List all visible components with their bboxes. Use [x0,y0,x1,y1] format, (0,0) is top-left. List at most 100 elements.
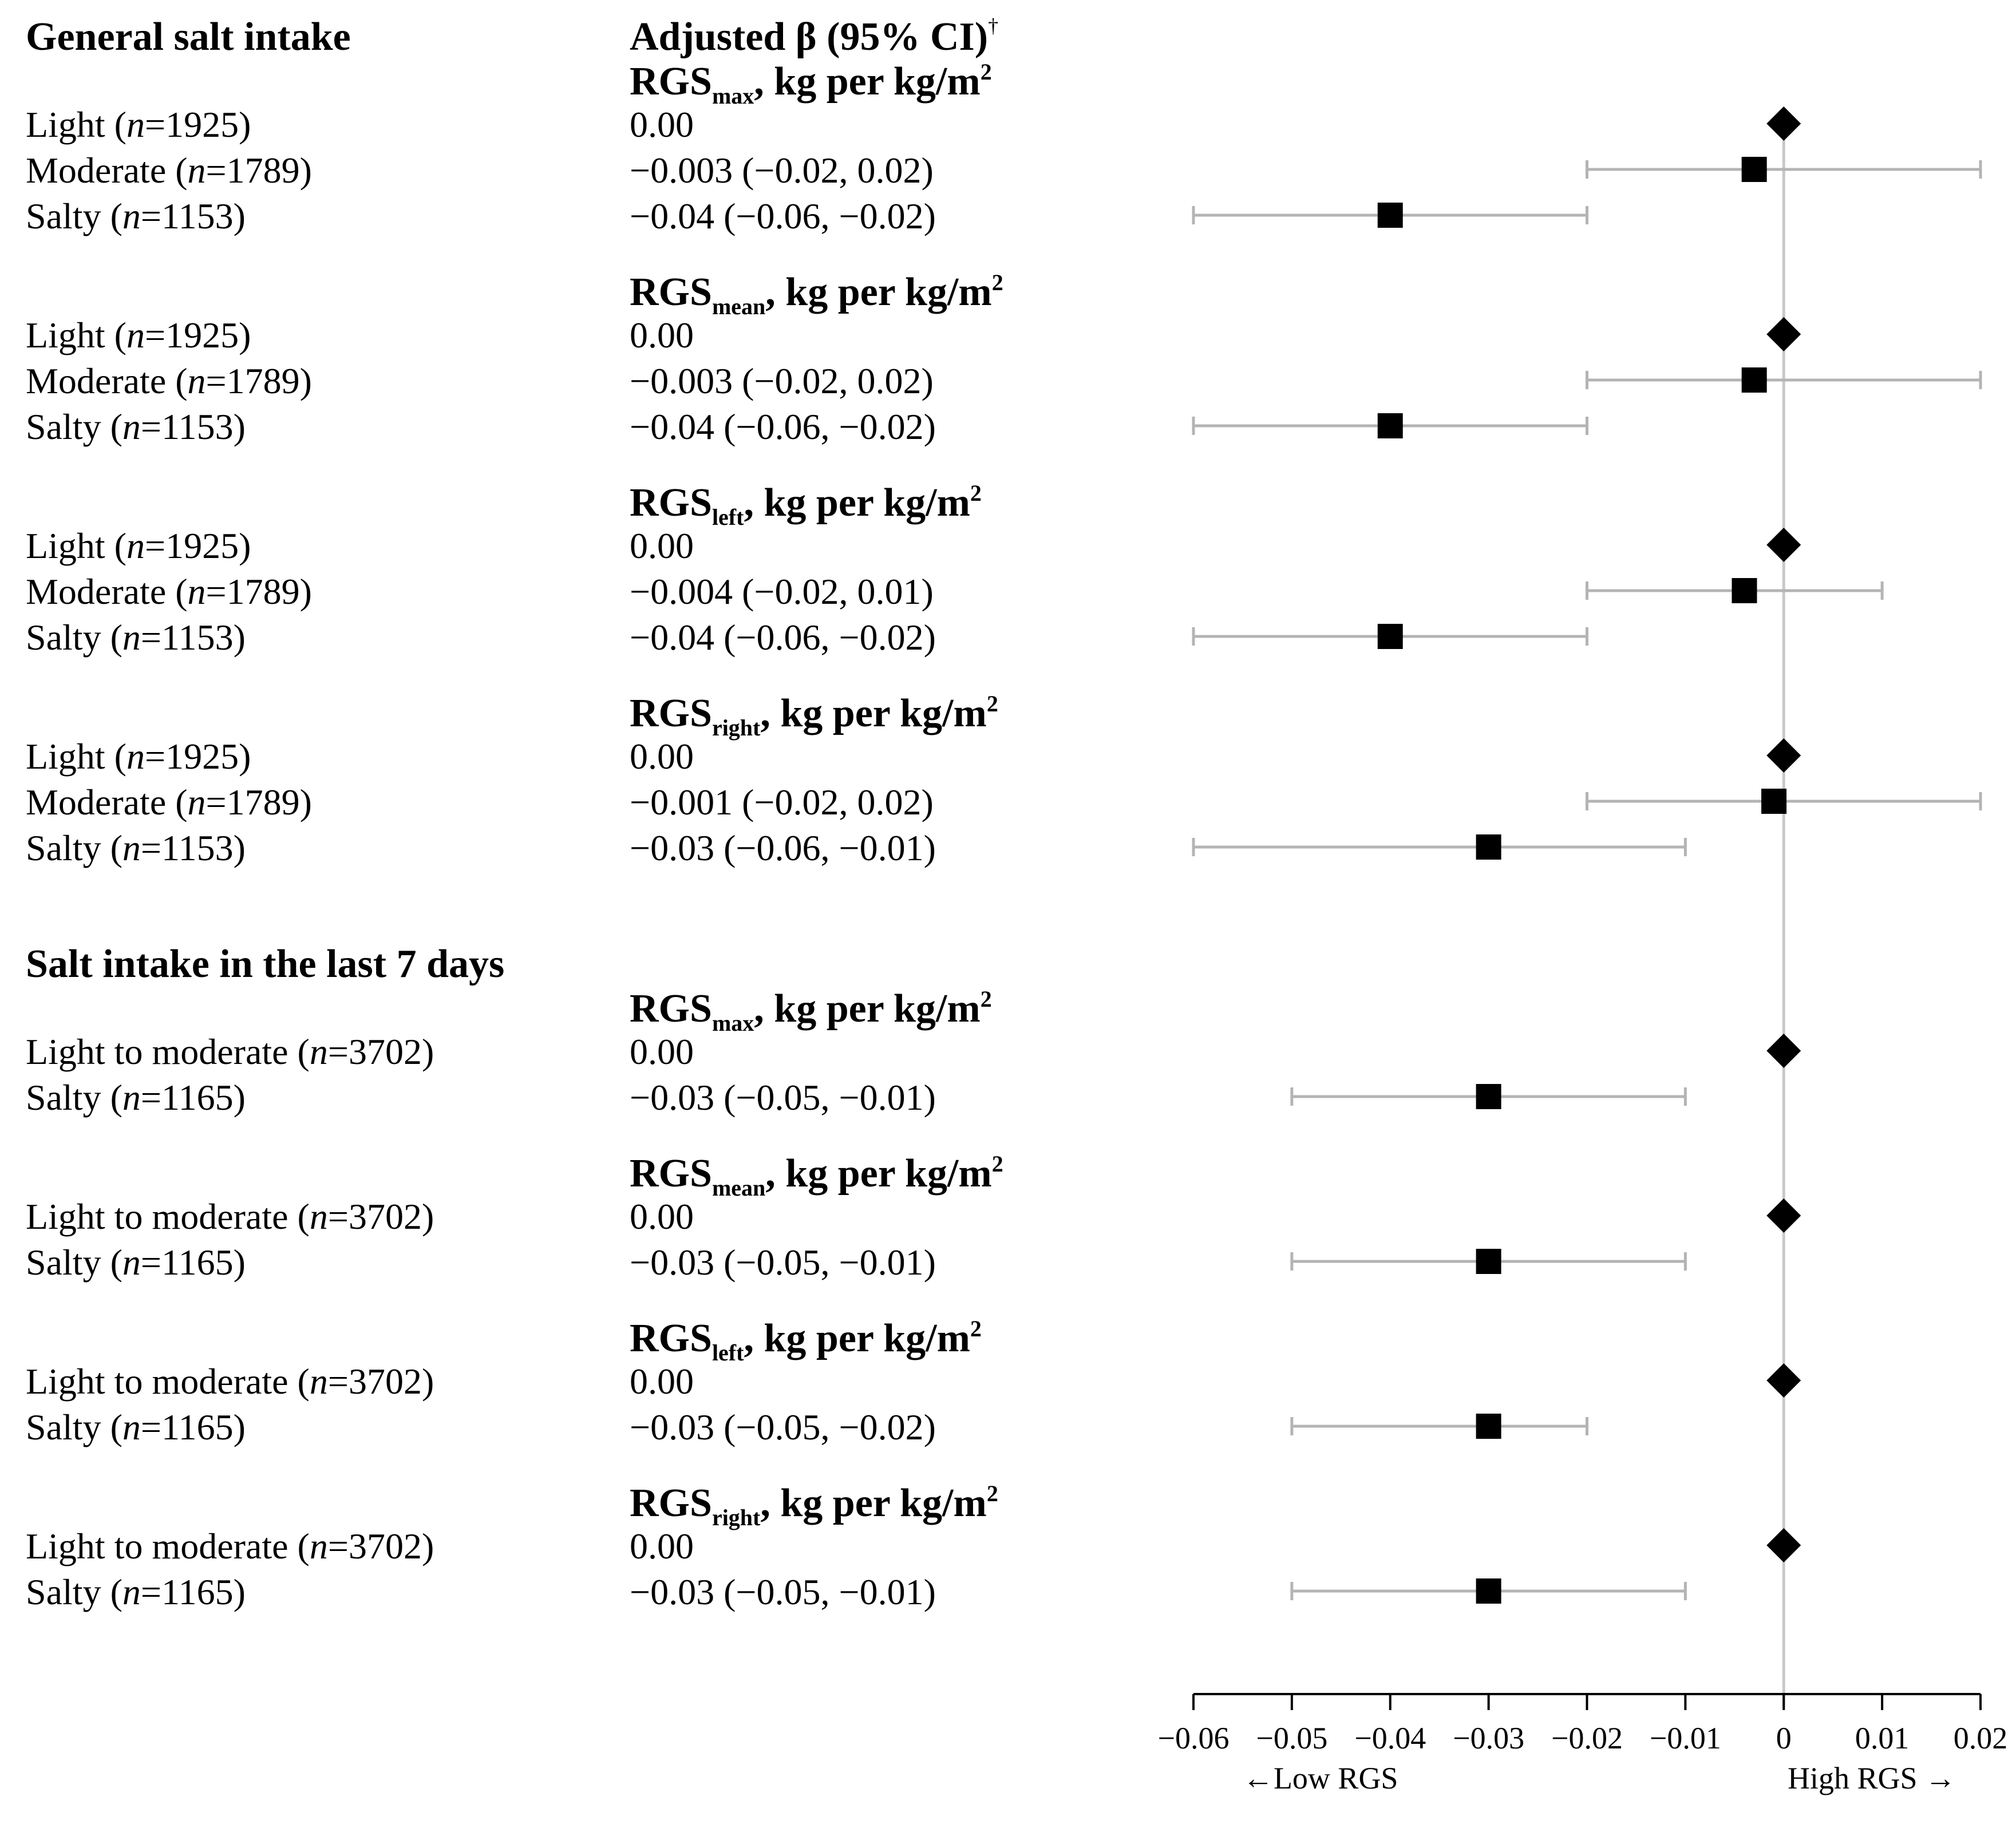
row-estimate: −0.03 (−0.05, −0.02) [630,1409,936,1446]
estimate-text: −0.04 (−0.06, −0.02) [630,617,936,658]
n-symbol: n [122,1407,141,1447]
measure-name: RGS [630,270,712,314]
row-group: Light to moderate ( [26,1031,310,1072]
n-symbol: n [309,1526,328,1566]
row-group: Moderate ( [26,782,188,822]
measure-unit: , kg per kg/m [754,60,981,104]
row-label: Moderate (n=1789) [26,152,312,189]
point-estimate-square [1761,789,1787,814]
row-count: =1153) [140,617,246,658]
row-label: Salty (n=1153) [26,830,246,866]
estimate-text: −0.04 (−0.06, −0.02) [630,196,936,236]
n-symbol: n [122,406,141,447]
measure-superscript: 2 [991,270,1003,295]
row-label: Light to moderate (n=3702) [26,1528,434,1565]
row-count: =1165) [140,1242,246,1283]
row-group: Salty ( [26,617,122,658]
estimate-text: 0.00 [630,104,694,145]
measure-name: RGS [630,691,712,735]
measure-unit: , kg per kg/m [744,1316,970,1360]
estimate-text: 0.00 [630,736,694,777]
row-estimate: −0.03 (−0.05, −0.01) [630,1244,936,1281]
row-group: Light ( [26,315,127,355]
row-group: Moderate ( [26,571,188,612]
row-count: =1153) [140,196,246,236]
point-estimate-square [1476,1249,1501,1274]
reference-diamond [1766,1528,1801,1562]
n-symbol: n [126,315,145,355]
measure-unit: , kg per kg/m [760,1481,987,1525]
point-estimate-square [1377,203,1403,228]
measure-name: RGS [630,60,712,104]
n-symbol: n [122,1077,141,1118]
row-label: Salty (n=1165) [26,1079,246,1116]
measure-header: RGSmax, kg per kg/m2 [630,60,992,108]
row-group: Light to moderate ( [26,1196,310,1237]
row-label: Moderate (n=1789) [26,363,312,399]
row-estimate: 0.00 [630,1198,694,1235]
reference-diamond [1766,738,1801,773]
point-estimate-square [1732,578,1757,603]
row-count: =1789) [205,571,312,612]
x-tick-label: −0.03 [1453,1721,1524,1755]
row-count: =3702) [327,1361,434,1402]
reference-diamond [1766,106,1801,141]
row-label: Light to moderate (n=3702) [26,1198,434,1235]
n-symbol: n [309,1361,328,1402]
n-symbol: n [187,150,206,191]
row-group: Salty ( [26,196,122,236]
row-estimate: −0.04 (−0.06, −0.02) [630,619,936,656]
row-count: =1153) [140,406,246,447]
reference-diamond [1766,528,1801,562]
row-estimate: −0.04 (−0.06, −0.02) [630,198,936,235]
row-count: =3702) [327,1526,434,1566]
measure-unit: , kg per kg/m [765,270,992,314]
reference-diamond [1766,317,1801,351]
n-symbol: n [126,525,145,566]
row-label: Light (n=1925) [26,738,251,775]
measure-header: RGSleft, kg per kg/m2 [630,481,982,529]
measure-superscript: 2 [986,1481,998,1506]
measure-subscript: max [711,83,754,109]
row-label: Salty (n=1165) [26,1409,246,1446]
x-tick-label: 0.01 [1855,1721,1910,1755]
section-title-text: General salt intake [26,15,351,59]
n-symbol: n [122,828,141,868]
estimate-text: 0.00 [630,1031,694,1072]
point-estimate-square [1476,1578,1501,1604]
row-count: =1925) [144,736,251,777]
n-symbol: n [126,104,145,145]
row-group: Salty ( [26,1077,122,1118]
row-group: Salty ( [26,1572,122,1612]
measure-superscript: 2 [970,1316,982,1342]
row-estimate: −0.004 (−0.02, 0.01) [630,573,934,610]
row-group: Salty ( [26,1407,122,1447]
estimate-text: −0.03 (−0.05, −0.02) [630,1407,936,1447]
row-label: Salty (n=1165) [26,1244,246,1281]
row-count: =3702) [327,1196,434,1237]
measure-superscript: 2 [986,691,998,717]
measure-subscript: left [711,504,744,530]
x-tick-label: 0.02 [1954,1721,2008,1755]
row-label: Light (n=1925) [26,528,251,564]
measure-subscript: left [711,1340,744,1366]
x-tick-label: −0.02 [1551,1721,1623,1755]
estimate-text: −0.003 (−0.02, 0.02) [630,361,934,401]
row-estimate: −0.003 (−0.02, 0.02) [630,363,934,399]
measure-unit: , kg per kg/m [760,691,987,735]
estimate-text: −0.03 (−0.05, −0.01) [630,1077,936,1118]
measure-header: RGSleft, kg per kg/m2 [630,1316,982,1364]
measure-subscript: max [711,1010,754,1036]
row-estimate: 0.00 [630,106,694,143]
point-estimate-square [1476,834,1501,860]
x-tick-label: −0.05 [1256,1721,1327,1755]
row-count: =1789) [205,150,312,191]
n-symbol: n [309,1031,328,1072]
row-group: Salty ( [26,406,122,447]
measure-name: RGS [630,1316,712,1360]
row-label: Light (n=1925) [26,317,251,354]
measure-name: RGS [630,481,712,525]
n-symbol: n [187,782,206,822]
measure-superscript: 2 [980,986,992,1012]
row-count: =1789) [205,782,312,822]
